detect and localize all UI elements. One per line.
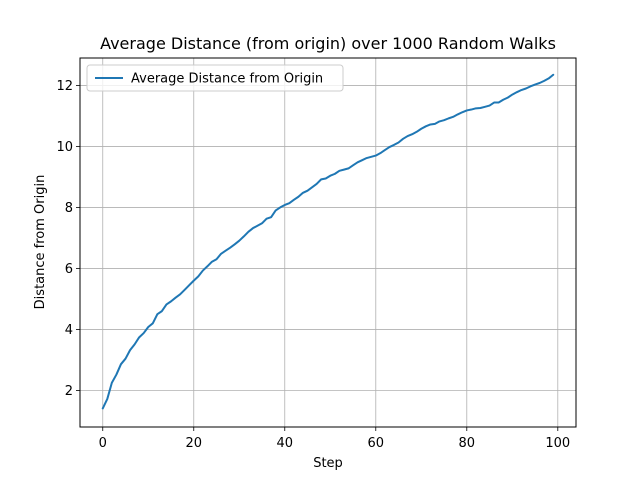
- x-tick-label: 0: [99, 436, 107, 451]
- x-tick-label: 100: [545, 436, 570, 451]
- y-axis-ticks: 2 4 6 8 10 12: [56, 79, 80, 399]
- grid-lines: [80, 58, 576, 427]
- plot-lines: [101, 73, 555, 410]
- x-tick-label: 80: [459, 436, 476, 451]
- legend-box: [86, 64, 344, 92]
- x-tick-label: 40: [276, 436, 293, 451]
- x-axis-ticks: 0 20 40 60 80 100: [99, 427, 570, 451]
- y-axis-label: Distance from Origin: [33, 175, 48, 310]
- y-tick-label: 2: [65, 384, 73, 399]
- y-tick-label: 12: [56, 79, 73, 94]
- legend: Average Distance from Origin: [86, 64, 344, 92]
- x-tick-label: 20: [185, 436, 202, 451]
- legend-entry-label: Average Distance from Origin: [131, 72, 323, 87]
- series-line-average-distance: [101, 73, 555, 410]
- y-tick-label: 4: [65, 323, 73, 338]
- chart-title: Average Distance (from origin) over 1000…: [100, 34, 556, 53]
- x-axis-label: Step: [313, 456, 343, 471]
- plot-area-frame: [79, 57, 577, 428]
- y-tick-label: 8: [65, 201, 73, 216]
- x-tick-label: 60: [368, 436, 385, 451]
- y-tick-label: 10: [56, 140, 73, 155]
- y-tick-label: 6: [65, 262, 73, 277]
